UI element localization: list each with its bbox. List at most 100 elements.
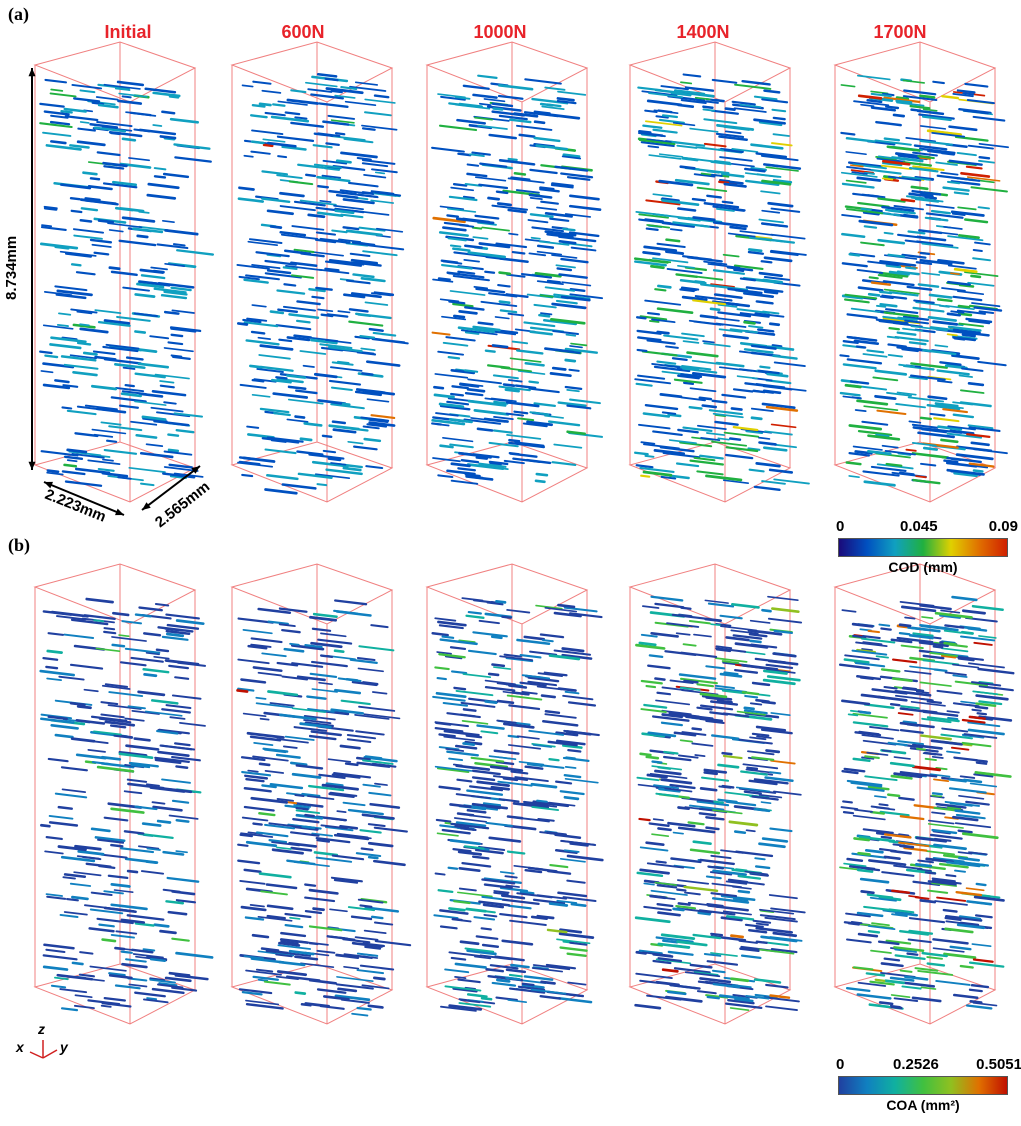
- crack: [880, 668, 901, 673]
- crack: [450, 822, 487, 830]
- crack: [564, 347, 598, 354]
- crack: [39, 669, 75, 677]
- crack: [657, 957, 683, 963]
- crack: [734, 997, 754, 1003]
- crack: [108, 972, 126, 977]
- crack: [932, 80, 945, 85]
- crack: [722, 754, 743, 760]
- crack: [969, 1000, 983, 1004]
- crack: [954, 135, 989, 142]
- crack: [767, 659, 799, 666]
- crack: [448, 1004, 483, 1011]
- crack: [128, 157, 150, 162]
- crack: [677, 879, 710, 885]
- crack: [142, 948, 156, 952]
- crack: [754, 865, 771, 870]
- crack: [769, 994, 791, 999]
- crack: [449, 803, 472, 809]
- crack: [881, 749, 892, 753]
- crack: [929, 651, 959, 657]
- crack: [902, 315, 930, 321]
- crack: [467, 610, 482, 615]
- crack: [46, 469, 60, 474]
- crack: [528, 193, 553, 199]
- crack: [362, 759, 394, 765]
- dimension-arrow-y-head: [191, 466, 200, 474]
- crack: [716, 123, 755, 131]
- crack: [260, 947, 280, 952]
- crack: [655, 115, 669, 119]
- crack: [880, 627, 892, 631]
- crack: [958, 856, 981, 862]
- dimension-arrow-y-head: [142, 502, 151, 510]
- crack: [725, 915, 755, 921]
- crack: [642, 470, 673, 477]
- crack: [175, 818, 190, 823]
- crack: [931, 792, 943, 796]
- crack: [955, 655, 984, 661]
- crack: [285, 264, 323, 271]
- crack: [893, 946, 925, 952]
- crack: [453, 251, 490, 258]
- crack: [335, 983, 374, 990]
- crack: [119, 661, 147, 667]
- crack: [265, 883, 298, 890]
- crack: [464, 306, 485, 311]
- crack: [654, 288, 667, 292]
- crack: [344, 100, 377, 107]
- crack: [264, 272, 302, 279]
- crack: [536, 799, 548, 803]
- crack: [735, 786, 771, 793]
- crack: [978, 142, 1009, 149]
- crack: [126, 914, 165, 921]
- crack: [440, 259, 459, 264]
- crack: [921, 115, 952, 122]
- crack: [740, 770, 769, 776]
- crack: [318, 773, 346, 779]
- crack: [955, 453, 994, 461]
- crack: [948, 159, 983, 166]
- crack: [361, 984, 390, 990]
- crack: [693, 173, 716, 178]
- crack: [689, 256, 712, 261]
- crack: [744, 870, 768, 876]
- crack: [893, 205, 924, 211]
- crack: [126, 869, 139, 874]
- crack: [661, 199, 700, 206]
- crack: [432, 278, 454, 283]
- crack: [846, 938, 872, 944]
- crack: [321, 174, 342, 179]
- crack: [919, 604, 952, 611]
- crack: [523, 321, 556, 328]
- crack: [262, 138, 286, 143]
- crack: [363, 437, 382, 443]
- crack: [334, 599, 368, 606]
- crack: [749, 872, 769, 877]
- crack: [320, 824, 348, 830]
- crack: [277, 100, 308, 106]
- crack: [46, 677, 62, 682]
- crack: [753, 118, 786, 125]
- crack: [370, 915, 384, 920]
- crack: [334, 94, 356, 99]
- crack: [970, 186, 1008, 193]
- crack: [912, 478, 941, 485]
- crack: [97, 83, 130, 90]
- crack: [270, 378, 292, 384]
- crack: [638, 641, 657, 647]
- crack: [465, 734, 483, 739]
- crack: [431, 419, 466, 426]
- crack: [530, 782, 558, 789]
- crack: [851, 171, 868, 175]
- crack: [935, 766, 948, 771]
- crack: [460, 999, 481, 1004]
- crack: [329, 791, 358, 797]
- crack: [158, 728, 190, 735]
- crack: [764, 916, 798, 923]
- crack: [874, 978, 886, 982]
- crack: [515, 189, 540, 194]
- crack: [241, 770, 272, 777]
- crack: [80, 207, 99, 212]
- crack: [686, 351, 719, 358]
- crack: [555, 731, 579, 737]
